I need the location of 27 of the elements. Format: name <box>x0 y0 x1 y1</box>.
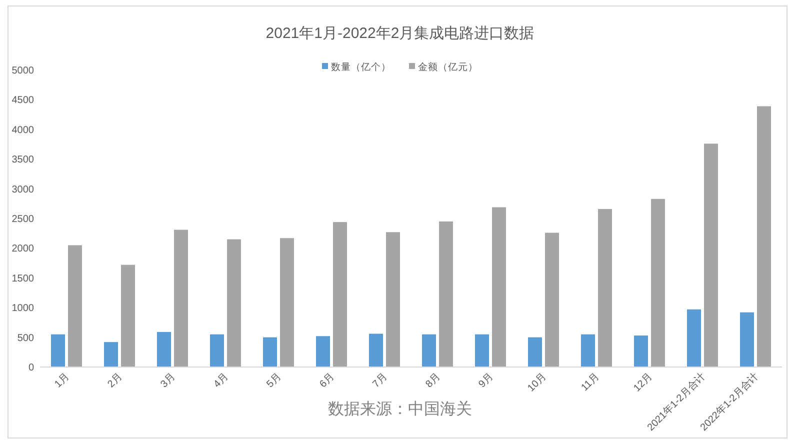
y-tick-label: 0 <box>28 362 34 374</box>
annotation: 数据来源：中国海关 <box>328 401 472 418</box>
y-tick-label: 500 <box>17 332 34 344</box>
x-tick-label: 4月 <box>212 371 231 390</box>
x-tick-label: 8月 <box>424 371 443 390</box>
x-tick-label: 2月 <box>106 371 125 390</box>
y-tick-label: 2000 <box>12 244 34 255</box>
y-tick-label: 1000 <box>12 303 34 314</box>
x-tick-label: 5月 <box>264 371 284 390</box>
y-tick-label: 5000 <box>12 66 34 76</box>
x-tick-label: 1月 <box>52 371 72 390</box>
y-tick-label: 2500 <box>12 214 34 225</box>
y-tick-label: 3500 <box>12 154 34 166</box>
legend-label: 金额（亿元） <box>418 62 478 73</box>
x-tick-label: 9月 <box>476 371 496 390</box>
y-tick-label: 3000 <box>12 184 34 196</box>
x-tick-label: 12月 <box>632 371 655 394</box>
x-tick-label: 6月 <box>318 371 337 390</box>
title: 2021年1月-2022年2月集成电路进口数据 <box>266 25 534 42</box>
x-tick-label: 7月 <box>370 371 390 390</box>
y-tick-label: 4000 <box>12 124 34 136</box>
y-tick-label: 1500 <box>12 273 34 284</box>
y-tick-label: 4500 <box>12 95 34 106</box>
x-tick-label: 3月 <box>158 371 178 390</box>
x-tick-label: 10月 <box>526 371 549 394</box>
x-tick-label: 11月 <box>579 371 602 394</box>
legend-label: 数量（亿个） <box>331 62 391 73</box>
